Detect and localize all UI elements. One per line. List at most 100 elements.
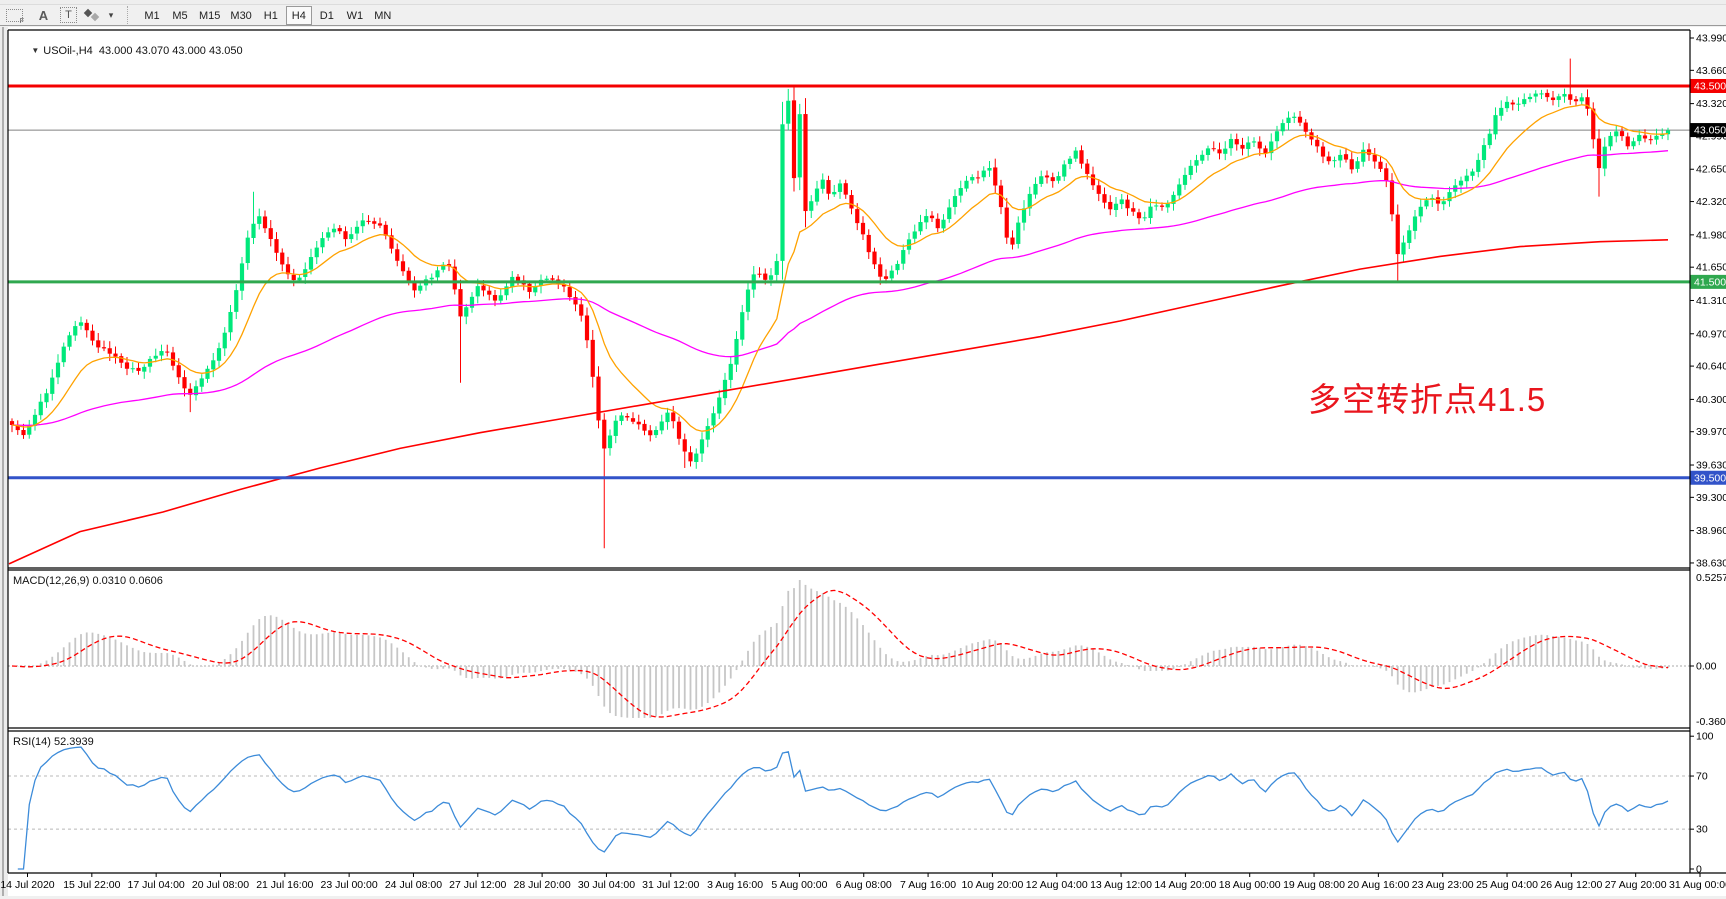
svg-text:41.310: 41.310 (1696, 295, 1726, 307)
timeframe-m30[interactable]: M30 (230, 9, 252, 22)
toolbar-separator (127, 6, 134, 24)
candlestick-series (9, 58, 1671, 549)
price-badge-39.500: 39.500 (1690, 470, 1726, 485)
svg-text:40.640: 40.640 (1696, 361, 1726, 373)
svg-text:43.500: 43.500 (1694, 80, 1726, 92)
svg-text:0.5257: 0.5257 (1696, 572, 1726, 584)
chart-title-text: USOil-,H4 43.000 43.070 43.000 43.050 (43, 45, 243, 57)
rsi-line (17, 746, 1669, 870)
svg-text:7 Aug 16:00: 7 Aug 16:00 (900, 879, 956, 891)
macd-signal-line (11, 589, 1669, 718)
svg-text:12 Aug 04:00: 12 Aug 04:00 (1026, 879, 1088, 891)
svg-text:14 Aug 20:00: 14 Aug 20:00 (1154, 879, 1216, 891)
chevron-down-icon[interactable]: ▼ (31, 46, 40, 55)
price-badge-41.500: 41.500 (1690, 274, 1726, 289)
svg-text:41.500: 41.500 (1694, 276, 1726, 288)
svg-text:27 Jul 12:00: 27 Jul 12:00 (449, 879, 506, 891)
svg-text:42.320: 42.320 (1696, 196, 1726, 208)
shapes-icon[interactable] (81, 6, 101, 25)
svg-text:21 Jul 16:00: 21 Jul 16:00 (256, 879, 313, 891)
svg-text:40.970: 40.970 (1696, 328, 1726, 340)
svg-text:30 Jul 04:00: 30 Jul 04:00 (578, 879, 635, 891)
svg-text:26 Aug 12:00: 26 Aug 12:00 (1540, 879, 1602, 891)
drawing-tools: F A T ▾ (2, 6, 119, 25)
mid-ma-line (11, 150, 1669, 426)
svg-text:20 Jul 08:00: 20 Jul 08:00 (192, 879, 249, 891)
rsi-axis: 100 70 30 0 (1690, 731, 1714, 876)
svg-text:23 Aug 23:00: 23 Aug 23:00 (1412, 879, 1474, 891)
macd-axis: 0.5257 0.00 -0.3603 (1690, 572, 1726, 728)
toolbar-overflow-row (0, 0, 1726, 5)
macd-histogram (16, 580, 1669, 718)
svg-text:41.650: 41.650 (1696, 262, 1726, 274)
timeframe-h1[interactable]: H1 (263, 9, 278, 22)
svg-text:43.660: 43.660 (1696, 65, 1726, 77)
svg-text:100: 100 (1696, 731, 1714, 743)
macd-indicator-label: MACD(12,26,9) 0.0310 0.0606 (13, 575, 163, 587)
timeframe-w1[interactable]: W1 (346, 9, 364, 22)
svg-text:28 Jul 20:00: 28 Jul 20:00 (514, 879, 571, 891)
dropdown-caret-icon[interactable]: ▾ (108, 9, 114, 20)
svg-text:20 Aug 16:00: 20 Aug 16:00 (1347, 879, 1409, 891)
svg-text:39.500: 39.500 (1694, 472, 1726, 484)
timeframe-d1[interactable]: D1 (319, 9, 334, 22)
text-label-icon[interactable]: T (60, 7, 77, 23)
svg-text:19 Aug 08:00: 19 Aug 08:00 (1283, 879, 1345, 891)
svg-text:23 Jul 00:00: 23 Jul 00:00 (321, 879, 378, 891)
svg-text:5 Aug 00:00: 5 Aug 00:00 (771, 879, 827, 891)
font-a-icon[interactable]: A (38, 7, 49, 23)
svg-text:30: 30 (1696, 824, 1708, 836)
svg-text:38.960: 38.960 (1696, 525, 1726, 537)
svg-text:31 Jul 12:00: 31 Jul 12:00 (642, 879, 699, 891)
chart-title: ▼ USOil-,H4 43.000 43.070 43.000 43.050 (13, 33, 243, 69)
timeframe-m5[interactable]: M5 (172, 9, 188, 22)
svg-text:13 Aug 12:00: 13 Aug 12:00 (1090, 879, 1152, 891)
timeframe-h4[interactable]: H4 (285, 5, 312, 25)
fast-ma-line (11, 104, 1669, 432)
svg-text:-0.3603: -0.3603 (1696, 716, 1726, 728)
svg-text:31 Aug 00:00: 31 Aug 00:00 (1669, 879, 1726, 891)
svg-text:10 Aug 20:00: 10 Aug 20:00 (961, 879, 1023, 891)
svg-text:70: 70 (1696, 771, 1708, 783)
chart-window[interactable]: 43.99043.66043.32042.99042.65042.32041.9… (0, 27, 1726, 899)
svg-text:18 Aug 00:00: 18 Aug 00:00 (1219, 879, 1281, 891)
rsi-indicator-label: RSI(14) 52.3939 (13, 736, 94, 748)
timeframe-m15[interactable]: M15 (199, 9, 221, 22)
timeframe-toolbar: M1 M5 M15 M30 H1 H4 D1 W1 MN (138, 5, 397, 25)
svg-text:39.300: 39.300 (1696, 492, 1726, 504)
price-axis: 43.99043.66043.32042.99042.65042.32041.9… (1690, 33, 1726, 569)
svg-text:3 Aug 16:00: 3 Aug 16:00 (707, 879, 763, 891)
panel-borders (7, 29, 1726, 874)
annotation-text[interactable]: 多空转折点41.5 (1308, 381, 1547, 418)
svg-text:43.320: 43.320 (1696, 98, 1726, 110)
svg-text:41.980: 41.980 (1696, 229, 1726, 241)
toolbar-row: F A T ▾ M1 M5 M15 M30 H1 H4 D1 W1 MN (0, 5, 1726, 26)
svg-text:42.650: 42.650 (1696, 164, 1726, 176)
price-badge-43.050: 43.050 (1690, 123, 1726, 138)
svg-text:43.990: 43.990 (1696, 33, 1726, 45)
price-badge-43.500: 43.500 (1690, 78, 1726, 93)
diamond-shape-icon (90, 12, 99, 22)
svg-text:0: 0 (1696, 864, 1702, 876)
svg-text:24 Jul 08:00: 24 Jul 08:00 (385, 879, 442, 891)
svg-text:38.630: 38.630 (1696, 557, 1726, 569)
svg-text:0.00: 0.00 (1696, 661, 1717, 673)
svg-text:14 Jul 2020: 14 Jul 2020 (0, 879, 54, 891)
svg-text:27 Aug 20:00: 27 Aug 20:00 (1605, 879, 1667, 891)
svg-text:25 Aug 04:00: 25 Aug 04:00 (1476, 879, 1538, 891)
svg-text:43.050: 43.050 (1694, 125, 1726, 137)
svg-text:40.300: 40.300 (1696, 394, 1726, 406)
timeframe-mn[interactable]: MN (374, 9, 392, 22)
svg-text:6 Aug 08:00: 6 Aug 08:00 (836, 879, 892, 891)
left-window-edge (0, 27, 8, 899)
timeframe-m1[interactable]: M1 (144, 9, 160, 22)
grid-f-icon[interactable]: F (6, 8, 24, 25)
svg-text:17 Jul 04:00: 17 Jul 04:00 (128, 879, 185, 891)
svg-text:15 Jul 22:00: 15 Jul 22:00 (63, 879, 120, 891)
toolbar: F A T ▾ M1 M5 M15 M30 H1 H4 D1 W1 MN (0, 0, 1726, 27)
chart-canvas[interactable]: 43.99043.66043.32042.99042.65042.32041.9… (0, 27, 1726, 899)
svg-text:39.970: 39.970 (1696, 426, 1726, 438)
svg-text:39.630: 39.630 (1696, 460, 1726, 472)
time-axis: 14 Jul 2020 15 Jul 22:00 17 Jul 04:00 20 Ju… (0, 873, 1726, 891)
